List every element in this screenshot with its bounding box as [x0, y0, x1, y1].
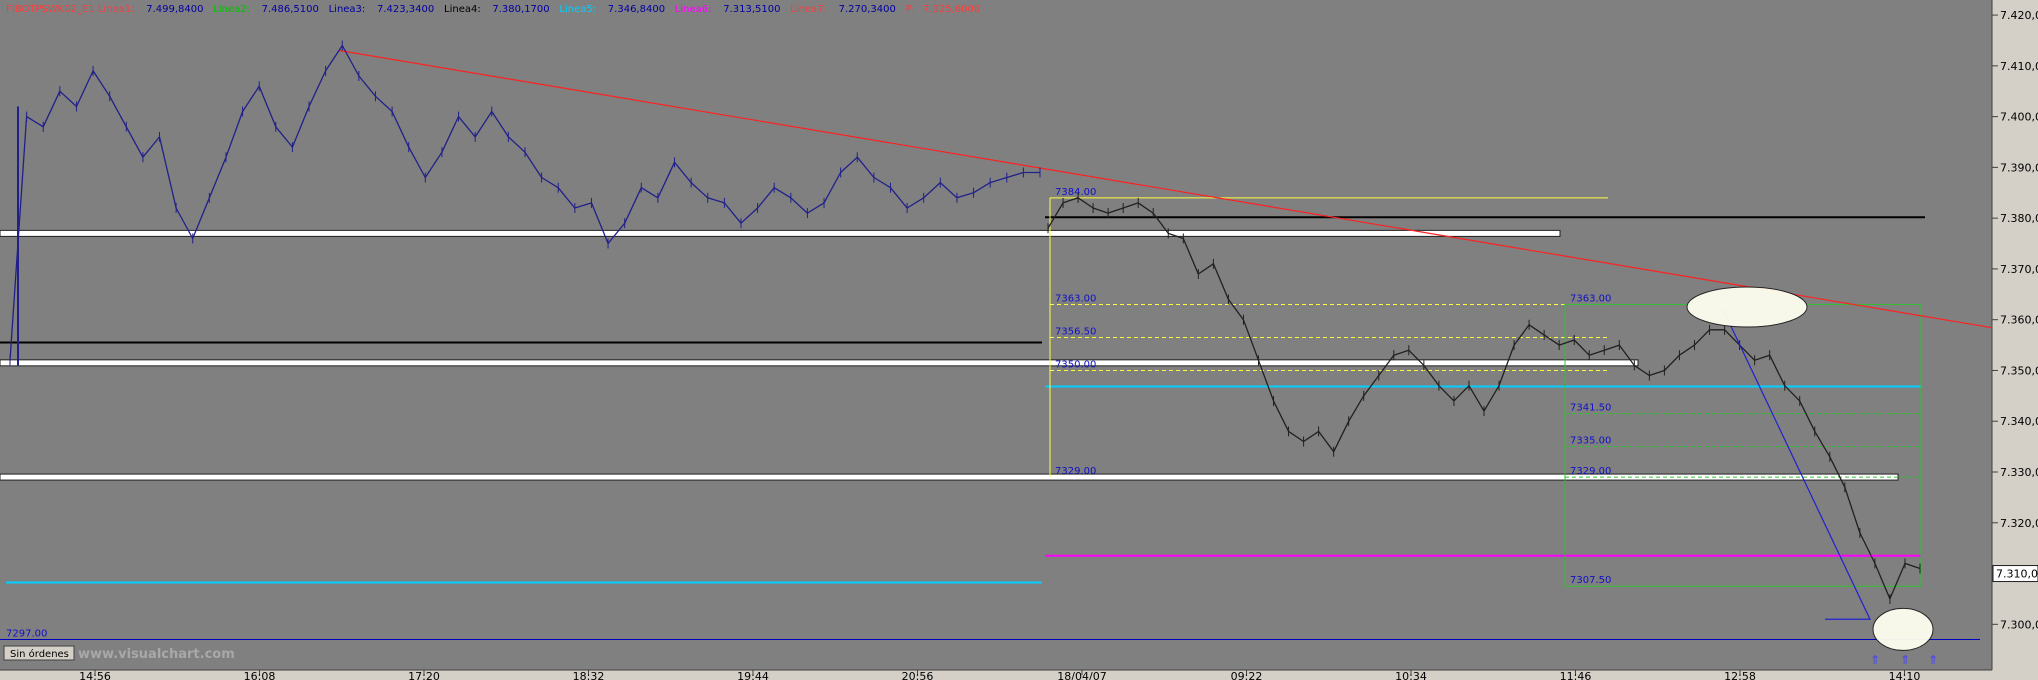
fib2-label: 7341.50: [1570, 403, 1611, 414]
y-tick-label: 7.400,0: [2000, 111, 2038, 124]
chart-area: [0, 0, 1992, 670]
header-item: 7.380,1700: [492, 4, 549, 15]
current-price-box: [1992, 565, 2038, 583]
x-tick-label: 14:10: [1889, 670, 1921, 680]
x-tick-label: 18:32: [573, 670, 605, 680]
y-tick-label: 7.350,0: [2000, 364, 2038, 377]
level-band: [0, 359, 1639, 367]
projection-line: [1722, 309, 1871, 620]
x-tick-label: 09:22: [1231, 670, 1263, 680]
y-tick-label: 7.370,0: [2000, 263, 2038, 276]
header-item: Linea3:: [329, 4, 366, 15]
y-tick-label: 7.330,0: [2000, 466, 2038, 479]
y-tick-label: 7.410,0: [2000, 60, 2038, 73]
y-tick-label: 7.340,0: [2000, 415, 2038, 428]
up-arrow-icon: ⇑: [1928, 653, 1938, 667]
x-tick-label: 20:56: [902, 670, 934, 680]
highlight-ellipse-bottom: [1872, 607, 1934, 651]
fib2-label: 7329.00: [1570, 466, 1611, 477]
bottom-axis-panel: [0, 670, 2038, 680]
x-tick-label: 14:56: [79, 670, 111, 680]
status-badge-box: [3, 645, 75, 661]
up-arrow-icon: ⇑: [1900, 653, 1910, 667]
header-item: Linea1:: [98, 4, 135, 15]
header-item: 7.486,5100: [262, 4, 319, 15]
level-band: [0, 229, 1561, 237]
status-badge: Sin órdenes: [10, 648, 69, 660]
fib1-label: 7363.00: [1055, 293, 1096, 304]
header-item: Linea5:: [559, 4, 596, 15]
header-item: 7.313,5100: [723, 4, 780, 15]
header-item: Linea6:: [675, 4, 712, 15]
y-tick-label: 7.380,0: [2000, 212, 2038, 225]
x-tick-label: 19:44: [737, 670, 769, 680]
fib2-label: 7363.00: [1570, 293, 1611, 304]
y-tick-label: 7.300,0: [2000, 618, 2038, 631]
header-item: Linea2:: [213, 4, 250, 15]
y-tick-label: 7.390,0: [2000, 161, 2038, 174]
current-price-label: 7.310,0: [1996, 568, 2038, 581]
fib1-label: 7384.00: [1055, 187, 1096, 198]
x-tick-label: 18/04/07: [1057, 670, 1106, 680]
header-item: 7.499,8400: [146, 4, 203, 15]
trendline: [339, 50, 1993, 329]
header-item: 7.423,3400: [377, 4, 434, 15]
fib1-label: 7350.00: [1055, 359, 1096, 370]
x-tick-label: 10:34: [1395, 670, 1427, 680]
highlight-ellipse-top: [1686, 286, 1808, 328]
header-item: 7.270,3400: [839, 4, 896, 15]
header-item: FIBOTPSWK02_E1: [6, 4, 95, 15]
fib2-label: 7307.50: [1570, 575, 1611, 586]
header-item: Linea4:: [444, 4, 481, 15]
watermark: www.visualchart.com: [78, 647, 235, 662]
y-tick-label: 7.360,0: [2000, 314, 2038, 327]
level-band: [0, 473, 1899, 481]
x-tick-label: 17:20: [408, 670, 440, 680]
fib1-label: 7356.50: [1055, 326, 1096, 337]
x-tick-label: 12:58: [1724, 670, 1756, 680]
header-item: P:: [906, 4, 915, 15]
header-item: 7.325,6000: [923, 4, 980, 15]
y-tick-label: 7.420,0: [2000, 9, 2038, 22]
up-arrow-icon: ⇑: [1870, 653, 1880, 667]
y-tick-label: 7.320,0: [2000, 517, 2038, 530]
header-item: 7.346,8400: [608, 4, 665, 15]
x-tick-label: 16:08: [244, 670, 276, 680]
fib2-label: 7335.00: [1570, 436, 1611, 447]
header-item: Linea7:: [790, 4, 827, 15]
left-level-label: 7297.00: [6, 629, 47, 640]
x-tick-label: 11:46: [1560, 670, 1592, 680]
fib1-label: 7329.00: [1055, 466, 1096, 477]
